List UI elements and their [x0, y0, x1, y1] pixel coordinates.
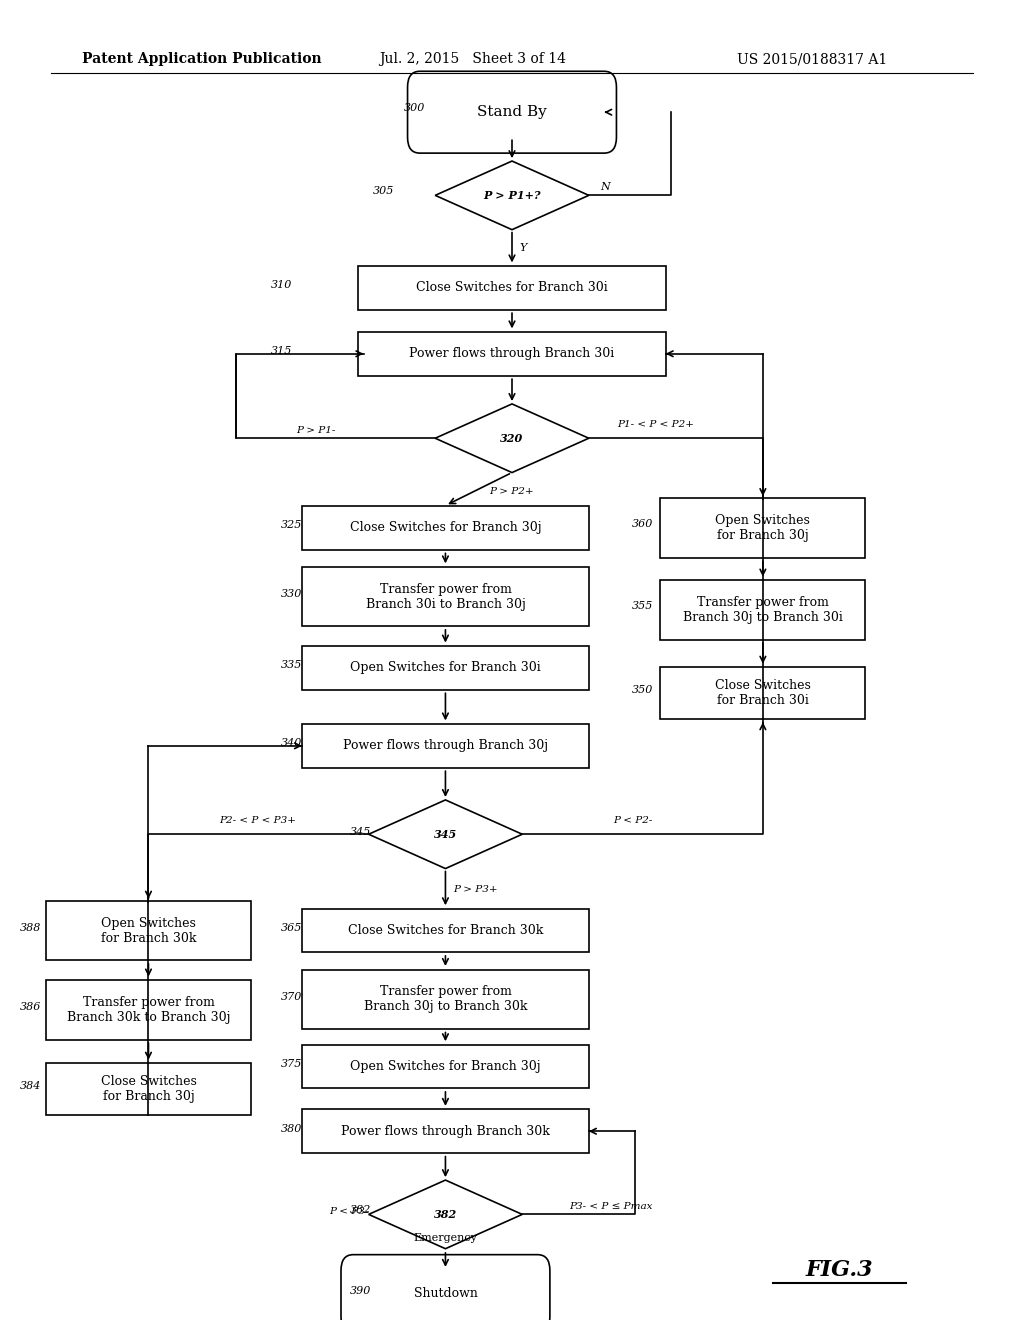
Text: Open Switches
for Branch 30k: Open Switches for Branch 30k [100, 916, 197, 945]
FancyBboxPatch shape [660, 667, 865, 719]
Text: N: N [600, 182, 610, 193]
Text: 340: 340 [281, 738, 302, 748]
Text: P > P3+: P > P3+ [454, 886, 499, 894]
Text: P2- < P < P3+: P2- < P < P3+ [219, 816, 297, 825]
Text: Shutdown: Shutdown [414, 1287, 477, 1300]
Text: 355: 355 [632, 601, 653, 611]
Text: 360: 360 [632, 519, 653, 529]
FancyBboxPatch shape [302, 969, 589, 1030]
Polygon shape [435, 404, 589, 473]
FancyBboxPatch shape [302, 566, 589, 626]
FancyBboxPatch shape [302, 908, 589, 953]
Text: P > P1-: P > P1- [297, 426, 336, 434]
Text: 370: 370 [281, 991, 302, 1002]
FancyBboxPatch shape [408, 71, 616, 153]
Text: Transfer power from
Branch 30j to Branch 30k: Transfer power from Branch 30j to Branch… [364, 985, 527, 1014]
Text: Power flows through Branch 30j: Power flows through Branch 30j [343, 739, 548, 752]
FancyBboxPatch shape [341, 1254, 550, 1320]
Text: P3- < P ≤ Pmax: P3- < P ≤ Pmax [569, 1203, 653, 1210]
Text: Power flows through Branch 30k: Power flows through Branch 30k [341, 1125, 550, 1138]
Text: 386: 386 [19, 1002, 41, 1012]
Text: 388: 388 [19, 923, 41, 933]
Text: Close Switches
for Branch 30j: Close Switches for Branch 30j [100, 1074, 197, 1104]
Text: 315: 315 [270, 346, 292, 356]
Text: 390: 390 [350, 1286, 372, 1296]
Text: Close Switches for Branch 30j: Close Switches for Branch 30j [349, 521, 542, 535]
Text: 384: 384 [19, 1081, 41, 1092]
Text: 375: 375 [281, 1059, 302, 1069]
FancyBboxPatch shape [358, 265, 666, 309]
Text: 330: 330 [281, 589, 302, 599]
Polygon shape [369, 800, 522, 869]
Text: Close Switches for Branch 30i: Close Switches for Branch 30i [416, 281, 608, 294]
Text: US 2015/0188317 A1: US 2015/0188317 A1 [737, 53, 888, 66]
Text: 335: 335 [281, 660, 302, 671]
Text: 320: 320 [501, 433, 523, 444]
Text: Open Switches for Branch 30j: Open Switches for Branch 30j [350, 1060, 541, 1073]
Text: Transfer power from
Branch 30i to Branch 30j: Transfer power from Branch 30i to Branch… [366, 582, 525, 611]
FancyBboxPatch shape [46, 902, 251, 961]
Text: Power flows through Branch 30i: Power flows through Branch 30i [410, 347, 614, 360]
Text: 325: 325 [281, 520, 302, 531]
Text: Open Switches for Branch 30i: Open Switches for Branch 30i [350, 661, 541, 675]
FancyBboxPatch shape [46, 979, 251, 1040]
Text: Transfer power from
Branch 30k to Branch 30j: Transfer power from Branch 30k to Branch… [67, 995, 230, 1024]
FancyBboxPatch shape [302, 1045, 589, 1088]
Text: Open Switches
for Branch 30j: Open Switches for Branch 30j [716, 513, 810, 543]
Text: 365: 365 [281, 923, 302, 933]
FancyBboxPatch shape [302, 723, 589, 768]
Text: FIG.3: FIG.3 [806, 1259, 873, 1280]
FancyBboxPatch shape [46, 1063, 251, 1115]
Text: Close Switches
for Branch 30i: Close Switches for Branch 30i [715, 678, 811, 708]
Text: 345: 345 [350, 826, 372, 837]
Polygon shape [435, 161, 589, 230]
FancyBboxPatch shape [358, 331, 666, 375]
FancyBboxPatch shape [660, 498, 865, 557]
Text: P > P1+?: P > P1+? [483, 190, 541, 201]
Text: P < P3-: P < P3- [330, 1208, 369, 1216]
Text: Transfer power from
Branch 30j to Branch 30i: Transfer power from Branch 30j to Branch… [683, 595, 843, 624]
Text: 345: 345 [434, 829, 457, 840]
Text: 350: 350 [632, 685, 653, 696]
Text: Patent Application Publication: Patent Application Publication [82, 53, 322, 66]
Text: P1- < P < P2+: P1- < P < P2+ [616, 420, 694, 429]
FancyBboxPatch shape [660, 579, 865, 639]
Polygon shape [369, 1180, 522, 1249]
FancyBboxPatch shape [302, 1109, 589, 1154]
Text: Close Switches for Branch 30k: Close Switches for Branch 30k [348, 924, 543, 937]
Text: P < P2-: P < P2- [613, 816, 652, 825]
Text: 300: 300 [403, 103, 425, 114]
Text: 310: 310 [270, 280, 292, 290]
Text: Stand By: Stand By [477, 106, 547, 119]
Text: Jul. 2, 2015   Sheet 3 of 14: Jul. 2, 2015 Sheet 3 of 14 [379, 53, 566, 66]
Text: Emergency: Emergency [414, 1233, 477, 1243]
Text: 382: 382 [434, 1209, 457, 1220]
Text: Y: Y [519, 243, 526, 253]
Text: P > P2+: P > P2+ [489, 487, 535, 495]
Text: 305: 305 [373, 186, 394, 197]
FancyBboxPatch shape [302, 506, 589, 549]
FancyBboxPatch shape [302, 647, 589, 689]
Text: 382: 382 [350, 1205, 372, 1216]
Text: 380: 380 [281, 1123, 302, 1134]
